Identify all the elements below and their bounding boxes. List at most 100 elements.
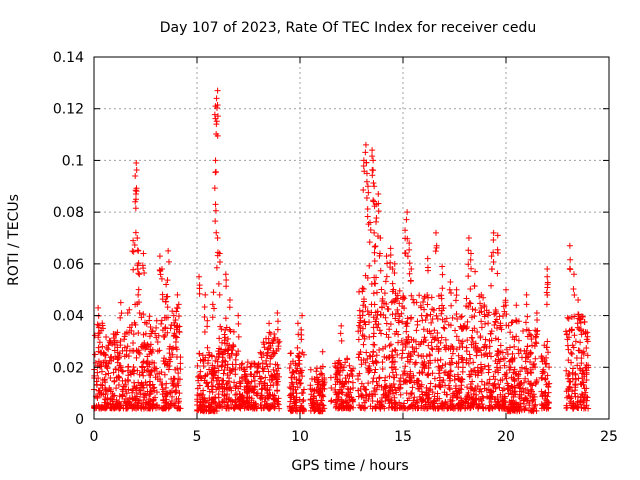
data-point [336, 405, 343, 412]
data-point [269, 391, 276, 398]
data-point [486, 343, 493, 350]
data-point [467, 368, 474, 375]
data-point [447, 396, 454, 403]
data-point [513, 318, 520, 325]
data-point [265, 368, 272, 375]
data-point [223, 276, 230, 283]
x-axis-ticks: 0 5 10 15 20 25 [90, 57, 618, 445]
data-point [300, 386, 307, 393]
data-point [195, 373, 202, 380]
data-point [473, 352, 480, 359]
data-point [140, 311, 147, 318]
data-point [532, 401, 539, 408]
data-point [197, 403, 204, 410]
data-point [492, 376, 499, 383]
data-point [204, 344, 211, 351]
data-point [117, 314, 124, 321]
data-point [371, 258, 378, 265]
data-point [466, 299, 473, 306]
data-point [566, 242, 573, 249]
data-point [469, 334, 476, 341]
data-point [429, 370, 436, 377]
data-point [395, 339, 402, 346]
data-point [161, 371, 168, 378]
data-point [137, 391, 144, 398]
data-point [388, 364, 395, 371]
data-point [543, 289, 550, 296]
data-point [447, 322, 454, 329]
data-point [466, 373, 473, 380]
data-point [431, 375, 438, 382]
data-point [206, 352, 213, 359]
data-point [202, 373, 209, 380]
data-point [401, 305, 408, 312]
data-point [199, 394, 206, 401]
data-point [564, 394, 571, 401]
data-point [424, 267, 431, 274]
data-point [533, 331, 540, 338]
data-point [492, 319, 499, 326]
data-point [475, 369, 482, 376]
x-tick-label: 15 [394, 429, 412, 445]
data-point [299, 373, 306, 380]
data-point [426, 395, 433, 402]
data-point [164, 329, 171, 336]
data-point [544, 338, 551, 345]
data-point [406, 260, 413, 267]
data-point [379, 403, 386, 410]
data-point [386, 373, 393, 380]
data-point [566, 383, 573, 390]
data-point [360, 383, 367, 390]
data-point [155, 332, 162, 339]
data-point [101, 404, 108, 411]
x-tick-label: 25 [600, 429, 618, 445]
data-point [135, 329, 142, 336]
data-point [346, 362, 353, 369]
data-point [418, 353, 425, 360]
data-point [478, 308, 485, 315]
data-point [528, 369, 535, 376]
data-point [207, 408, 214, 415]
data-point [570, 285, 577, 292]
data-point [158, 320, 165, 327]
data-point [113, 397, 120, 404]
data-point [355, 354, 362, 361]
data-point [518, 354, 525, 361]
data-point [299, 349, 306, 356]
data-point [215, 367, 222, 374]
data-point [172, 316, 179, 323]
data-point [197, 398, 204, 405]
data-point [115, 367, 122, 374]
data-point [117, 337, 124, 344]
data-point [141, 270, 148, 277]
data-point [259, 385, 266, 392]
data-point [400, 378, 407, 385]
data-point [95, 348, 102, 355]
data-point [583, 361, 590, 368]
data-point [437, 339, 444, 346]
data-point [416, 292, 423, 299]
data-point [543, 397, 550, 404]
data-point [318, 392, 325, 399]
data-point [463, 295, 470, 302]
data-point [266, 320, 273, 327]
data-point [213, 264, 220, 271]
data-point [339, 380, 346, 387]
data-point [337, 330, 344, 337]
data-point [376, 375, 383, 382]
data-point [153, 405, 160, 412]
data-point [107, 374, 114, 381]
data-point [356, 288, 363, 295]
data-point [250, 399, 257, 406]
data-point [362, 149, 369, 156]
data-point [141, 367, 148, 374]
data-point [319, 371, 326, 378]
grid-lines [94, 57, 609, 419]
data-point [95, 322, 102, 329]
data-point [503, 311, 510, 318]
data-point [264, 387, 271, 394]
data-point [175, 313, 182, 320]
data-point [383, 320, 390, 327]
data-point [520, 379, 527, 386]
data-point [400, 403, 407, 410]
